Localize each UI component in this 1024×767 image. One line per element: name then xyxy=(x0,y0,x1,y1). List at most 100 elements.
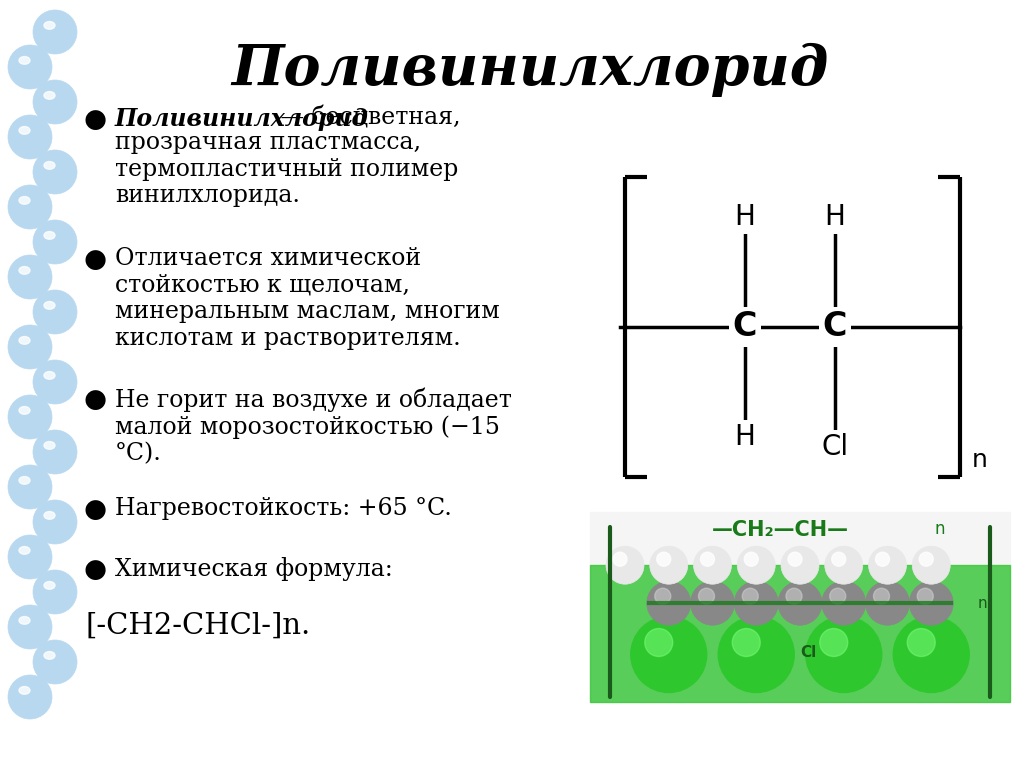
Ellipse shape xyxy=(44,442,55,449)
Circle shape xyxy=(33,80,77,124)
Circle shape xyxy=(8,115,52,159)
Circle shape xyxy=(865,581,909,625)
Ellipse shape xyxy=(19,267,30,275)
Ellipse shape xyxy=(19,337,30,344)
Text: Химическая формула:: Химическая формула: xyxy=(115,557,393,581)
Circle shape xyxy=(920,552,933,566)
Ellipse shape xyxy=(44,301,55,309)
Text: Поливинилхлорид: Поливинилхлорид xyxy=(231,42,828,97)
Circle shape xyxy=(829,588,846,604)
Circle shape xyxy=(744,552,758,566)
Circle shape xyxy=(33,570,77,614)
Circle shape xyxy=(907,628,935,657)
Ellipse shape xyxy=(19,617,30,624)
Circle shape xyxy=(654,588,671,604)
Circle shape xyxy=(693,546,731,584)
Text: Отличается химической
стойкостью к щелочам,
минеральным маслам, многим
кислотам : Отличается химической стойкостью к щелоч… xyxy=(115,247,500,350)
Circle shape xyxy=(718,617,795,693)
Text: ●: ● xyxy=(84,107,106,133)
Circle shape xyxy=(33,500,77,544)
Ellipse shape xyxy=(44,371,55,379)
Text: H: H xyxy=(824,203,846,231)
Ellipse shape xyxy=(44,512,55,519)
Circle shape xyxy=(33,220,77,264)
Circle shape xyxy=(734,581,778,625)
Circle shape xyxy=(690,581,734,625)
Bar xyxy=(590,565,1010,702)
Ellipse shape xyxy=(44,162,55,170)
Circle shape xyxy=(821,581,865,625)
Circle shape xyxy=(698,588,715,604)
Circle shape xyxy=(33,150,77,194)
Circle shape xyxy=(33,360,77,404)
Circle shape xyxy=(742,588,758,604)
Text: C: C xyxy=(733,311,758,344)
Circle shape xyxy=(831,552,846,566)
Circle shape xyxy=(824,546,863,584)
Circle shape xyxy=(909,581,953,625)
Text: n: n xyxy=(934,520,945,538)
Ellipse shape xyxy=(19,196,30,204)
Circle shape xyxy=(868,546,906,584)
Circle shape xyxy=(613,552,627,566)
Text: ●: ● xyxy=(84,557,106,583)
Circle shape xyxy=(647,581,691,625)
Text: ●: ● xyxy=(84,247,106,273)
Circle shape xyxy=(631,617,707,693)
Ellipse shape xyxy=(19,57,30,64)
Text: H: H xyxy=(734,203,756,231)
Ellipse shape xyxy=(44,651,55,660)
Text: [-CH2-CHCl-]n.: [-CH2-CHCl-]n. xyxy=(85,612,310,640)
Text: Поливинилхлорид: Поливинилхлорид xyxy=(115,107,369,131)
Circle shape xyxy=(8,255,52,299)
Ellipse shape xyxy=(44,91,55,99)
Text: C: C xyxy=(822,311,847,344)
Circle shape xyxy=(732,628,760,657)
Circle shape xyxy=(737,546,775,584)
Circle shape xyxy=(8,675,52,719)
Text: n: n xyxy=(972,448,988,472)
Circle shape xyxy=(778,581,822,625)
Text: H: H xyxy=(734,423,756,451)
Ellipse shape xyxy=(44,21,55,29)
Circle shape xyxy=(8,605,52,649)
Ellipse shape xyxy=(19,407,30,414)
Bar xyxy=(590,512,1010,702)
Circle shape xyxy=(8,45,52,89)
Circle shape xyxy=(33,10,77,54)
Circle shape xyxy=(650,546,688,584)
Circle shape xyxy=(700,552,715,566)
Circle shape xyxy=(806,617,882,693)
Circle shape xyxy=(33,640,77,684)
Ellipse shape xyxy=(44,581,55,589)
Circle shape xyxy=(876,552,890,566)
Circle shape xyxy=(33,290,77,334)
Text: ●: ● xyxy=(84,387,106,413)
Circle shape xyxy=(786,588,802,604)
Circle shape xyxy=(8,465,52,509)
Circle shape xyxy=(606,546,644,584)
Circle shape xyxy=(912,546,950,584)
Circle shape xyxy=(8,535,52,579)
Ellipse shape xyxy=(19,127,30,134)
Ellipse shape xyxy=(44,232,55,239)
Text: Cl: Cl xyxy=(801,645,816,660)
Text: ●: ● xyxy=(84,497,106,523)
Circle shape xyxy=(645,628,673,657)
Text: Не горит на воздухе и обладает
малой морозостойкостью (−15
°C).: Не горит на воздухе и обладает малой мор… xyxy=(115,387,512,466)
Circle shape xyxy=(781,546,819,584)
Text: n: n xyxy=(977,596,987,611)
Text: —CH₂—CH—: —CH₂—CH— xyxy=(712,520,849,540)
Ellipse shape xyxy=(19,547,30,555)
Text: Нагревостойкость: +65 °C.: Нагревостойкость: +65 °C. xyxy=(115,497,452,520)
Circle shape xyxy=(820,628,848,657)
Circle shape xyxy=(656,552,671,566)
Circle shape xyxy=(8,325,52,369)
Circle shape xyxy=(788,552,802,566)
Ellipse shape xyxy=(19,476,30,484)
Circle shape xyxy=(8,395,52,439)
Circle shape xyxy=(918,588,933,604)
Circle shape xyxy=(893,617,970,693)
Circle shape xyxy=(33,430,77,474)
Circle shape xyxy=(8,185,52,229)
